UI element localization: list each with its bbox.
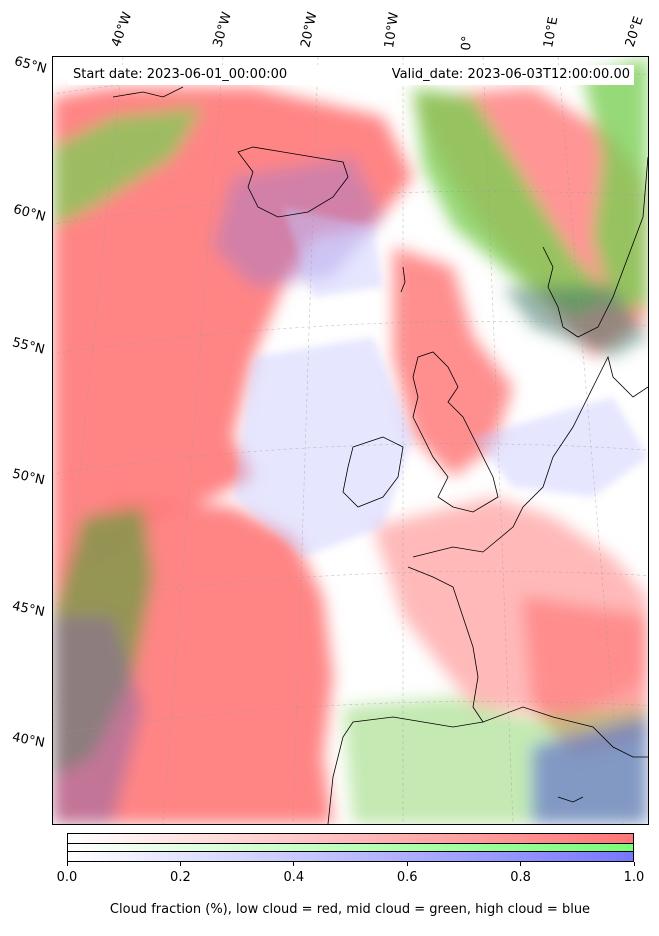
lon-label-20w: 20°W <box>298 10 321 49</box>
colorbar-tick <box>179 862 181 866</box>
colorbar-tick <box>633 862 635 866</box>
cloud-field <box>53 57 648 824</box>
colorbar-tick-label: 0.0 <box>56 870 78 885</box>
lon-label-20e: 20°E <box>622 14 647 50</box>
lat-label-65n: 65°N <box>12 54 49 77</box>
lon-label-40w: 40°W <box>108 10 136 49</box>
colorbar-tick-label: 0.6 <box>396 870 418 885</box>
lat-label-55n: 55°N <box>10 335 47 358</box>
colorbar-tick <box>520 862 522 866</box>
colorbar-tick <box>66 862 68 866</box>
valid-date: Valid_date: 2023-06-03T12:00:00.00 <box>391 67 630 82</box>
colorbar-high-cloud <box>68 852 633 861</box>
lon-label-30w: 30°W <box>210 10 235 50</box>
colorbar-tick <box>406 862 408 866</box>
lat-label-45n: 45°N <box>10 598 46 621</box>
lat-label-60n: 60°N <box>11 202 48 225</box>
lon-label-10e: 10°E <box>541 15 562 49</box>
lat-label-40n: 40°N <box>10 730 46 751</box>
map-panel <box>52 56 649 825</box>
colorbar-low-cloud <box>68 834 633 843</box>
lon-label-0: 0° <box>459 35 476 51</box>
colorbar-tick <box>293 862 295 866</box>
colorbar-tick-label: 0.8 <box>510 870 531 885</box>
date-info-bar: Start date: 2023-06-01_00:00:00 Valid_da… <box>68 65 634 85</box>
colorbar-mid-cloud <box>68 843 633 852</box>
cloud-fraction-map <box>53 57 648 824</box>
colorbar-tick-label: 1.0 <box>623 870 645 885</box>
start-date: Start date: 2023-06-01_00:00:00 <box>73 67 288 82</box>
lon-label-10w: 10°W <box>382 11 402 49</box>
high-cloud-haze <box>233 207 648 557</box>
colorbar-tick-label: 0.4 <box>283 870 305 885</box>
colorbar <box>67 833 634 862</box>
coastlines <box>112 86 648 824</box>
colorbar-caption: Cloud fraction (%), low cloud = red, mid… <box>109 902 591 917</box>
colorbar-tick-label: 0.2 <box>170 870 191 885</box>
lat-label-50n: 50°N <box>10 466 47 489</box>
